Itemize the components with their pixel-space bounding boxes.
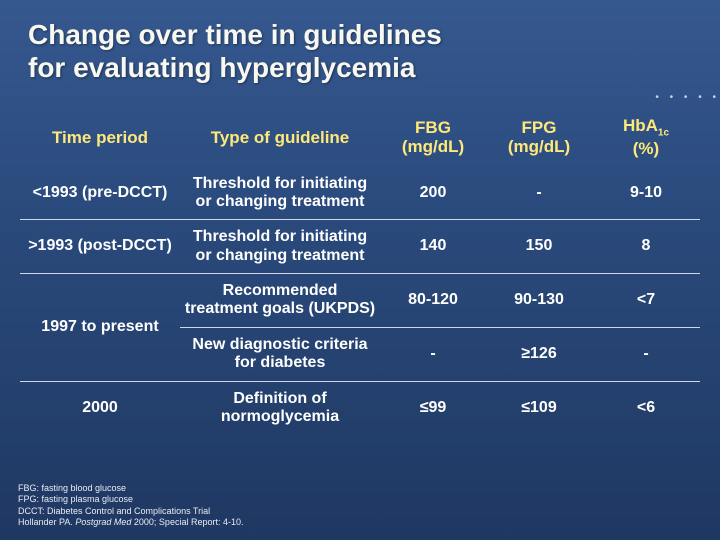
table-header-row: Time period Type of guideline FBG (mg/dL… (20, 110, 700, 166)
cell-hba: <6 (592, 381, 700, 434)
hba-unit: (%) (633, 139, 659, 158)
cell-type: New diagnostic criteria for diabetes (180, 327, 380, 381)
col-header-hba1c: HbA1c (%) (592, 110, 700, 166)
hba-label-pre: HbA (623, 116, 658, 135)
cell-hba: - (592, 327, 700, 381)
cell-fpg: 90-130 (486, 274, 592, 328)
table-row: >1993 (post-DCCT) Threshold for initiati… (20, 220, 700, 274)
footnote-line: DCCT: Diabetes Control and Complications… (18, 506, 243, 517)
cell-fpg: - (486, 167, 592, 220)
cell-hba: 8 (592, 220, 700, 274)
citation-journal: Postgrad Med (75, 517, 131, 527)
hba-label-sub: 1c (658, 127, 669, 138)
footnotes: FBG: fasting blood glucose FPG: fasting … (18, 483, 243, 528)
cell-period: >1993 (post-DCCT) (20, 220, 180, 274)
fbg-unit: (mg/dL) (402, 137, 464, 156)
cell-fbg: 140 (380, 220, 486, 274)
table-row: <1993 (pre-DCCT) Threshold for initiatin… (20, 167, 700, 220)
cell-hba: <7 (592, 274, 700, 328)
footnote-line: FBG: fasting blood glucose (18, 483, 243, 494)
cell-period: 1997 to present (20, 274, 180, 382)
cell-type: Threshold for initiating or changing tre… (180, 167, 380, 220)
fbg-label: FBG (415, 118, 451, 137)
cell-fbg: 200 (380, 167, 486, 220)
cell-type: Threshold for initiating or changing tre… (180, 220, 380, 274)
decorative-dots: • • • • • (655, 92, 720, 103)
col-header-fbg: FBG (mg/dL) (380, 110, 486, 166)
col-header-fpg: FPG (mg/dL) (486, 110, 592, 166)
slide-title: Change over time in guidelines for evalu… (0, 0, 720, 90)
cell-fpg: ≥126 (486, 327, 592, 381)
title-line-1: Change over time in guidelines (28, 19, 442, 50)
cell-fpg: ≤109 (486, 381, 592, 434)
col-header-time-period: Time period (20, 110, 180, 166)
cell-type: Recommended treatment goals (UKPDS) (180, 274, 380, 328)
fpg-unit: (mg/dL) (508, 137, 570, 156)
cell-period: <1993 (pre-DCCT) (20, 167, 180, 220)
citation-author: Hollander PA. (18, 517, 75, 527)
cell-hba: 9-10 (592, 167, 700, 220)
citation-rest: 2000; Special Report: 4-10. (131, 517, 243, 527)
table-row: 1997 to present Recommended treatment go… (20, 274, 700, 328)
cell-fpg: 150 (486, 220, 592, 274)
cell-type: Definition of normoglycemia (180, 381, 380, 434)
guidelines-table: Time period Type of guideline FBG (mg/dL… (20, 110, 700, 434)
title-line-2: for evaluating hyperglycemia (28, 52, 415, 83)
cell-fbg: ≤99 (380, 381, 486, 434)
table-row: 2000 Definition of normoglycemia ≤99 ≤10… (20, 381, 700, 434)
cell-period: 2000 (20, 381, 180, 434)
cell-fbg: 80-120 (380, 274, 486, 328)
footnote-line: FPG: fasting plasma glucose (18, 494, 243, 505)
cell-fbg: - (380, 327, 486, 381)
fpg-label: FPG (522, 118, 557, 137)
footnote-citation: Hollander PA. Postgrad Med 2000; Special… (18, 517, 243, 528)
col-header-type: Type of guideline (180, 110, 380, 166)
